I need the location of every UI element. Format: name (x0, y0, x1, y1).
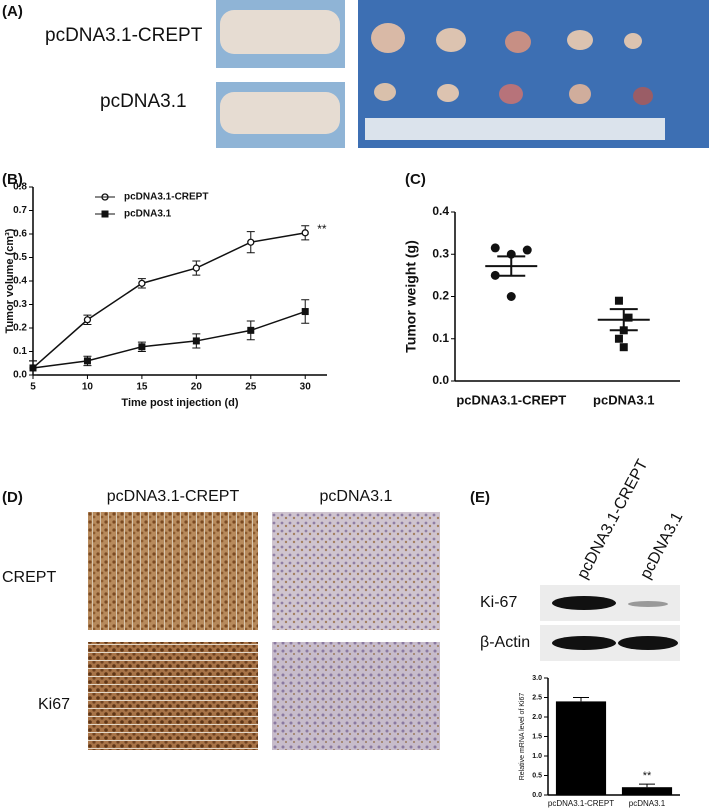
y-tick-label: 0.3 (432, 246, 449, 260)
y-tick-label: 0.6 (13, 229, 27, 240)
y-tick-label: 0.1 (13, 346, 27, 357)
x-tick-label: pcDNA3.1 (593, 392, 654, 407)
x-tick-label: pcDNA3.1 (629, 799, 666, 808)
sem-bar (609, 308, 638, 332)
x-axis-label: Time post injection (d) (121, 397, 238, 409)
legend-label: pcDNA3.1 (124, 209, 172, 220)
y-tick-label: 2.0 (532, 714, 542, 721)
line (32, 310, 306, 369)
blot-label: β-Actin (480, 634, 530, 651)
point (624, 313, 633, 322)
y-tick-label: 0.4 (432, 204, 449, 218)
y-axis-label: Tumor weight (g) (403, 240, 419, 353)
marker (138, 279, 146, 288)
y-tick-label: 0.0 (532, 792, 542, 799)
tumor-photo (358, 0, 709, 148)
point (490, 270, 500, 280)
y-tick-label: 0.2 (432, 289, 449, 303)
panel-label: (D) (2, 489, 23, 506)
y-tick-label: 0.2 (13, 323, 27, 334)
bar (555, 701, 607, 795)
x-tick-label: 15 (136, 382, 148, 393)
panel-label: (E) (470, 489, 490, 506)
point (619, 343, 628, 352)
marker (301, 308, 309, 316)
y-tick-label: 0.0 (432, 373, 449, 387)
y-axis-label: Relative mRNA level of Ki67 (519, 693, 526, 781)
x-tick-label: 25 (245, 382, 257, 393)
column-label: pcDNA3.1 (320, 488, 393, 505)
y-tick-label: 0.7 (13, 205, 27, 216)
y-tick-label: 3.0 (532, 675, 542, 682)
panel-label: (B) (2, 171, 23, 188)
annotation: ** (643, 770, 652, 782)
x-tick-label: 30 (300, 382, 312, 393)
column-label: pcDNA3.1-CREPT (107, 488, 240, 505)
panel-label: (A) (2, 3, 23, 20)
marker (83, 357, 91, 365)
marker (192, 264, 200, 272)
y-tick-label: 0.5 (13, 252, 27, 263)
marker (247, 326, 255, 334)
marker (192, 337, 200, 345)
line (32, 232, 306, 369)
x-tick-label: 10 (82, 382, 94, 393)
marker (247, 238, 255, 246)
point (506, 292, 516, 301)
lane-label: pcDNA3.1 (637, 509, 686, 581)
row-label: Ki67 (38, 696, 70, 713)
y-tick-label: 0.0 (13, 370, 27, 381)
mice-photo (216, 0, 345, 148)
row-label: CREPT (2, 569, 56, 586)
marker (138, 343, 146, 351)
point (614, 334, 623, 343)
lane-label: pcDNA3.1-CREPT (574, 457, 651, 582)
blot-label: Ki-67 (480, 594, 517, 611)
bar (621, 787, 673, 795)
point (614, 296, 623, 305)
row-label: pcDNA3.1-CREPT (45, 25, 203, 46)
y-tick-label: 0.4 (13, 276, 27, 287)
legend-label: pcDNA3.1-CREPT (124, 192, 208, 203)
marker (29, 364, 37, 372)
y-tick-label: 1.5 (532, 733, 542, 740)
annotation: ** (317, 222, 327, 236)
x-tick-label: 20 (191, 382, 203, 393)
y-tick-label: 1.0 (532, 753, 542, 760)
y-tick-label: 0.3 (13, 299, 27, 310)
y-axis-label: Tumor volume (cm³) (4, 228, 16, 333)
row-label: pcDNA3.1 (100, 91, 187, 112)
marker (301, 229, 309, 237)
error-bar (639, 783, 655, 788)
y-tick-label: 0.8 (13, 182, 27, 193)
y-tick-label: 0.5 (532, 772, 542, 779)
western-blot (540, 585, 680, 661)
y-tick-label: 2.5 (532, 694, 542, 701)
sem-bar (497, 255, 526, 277)
marker (83, 316, 92, 324)
ihc-images (88, 512, 440, 750)
x-tick-label: 5 (30, 382, 36, 393)
error-bar (573, 697, 589, 702)
point (522, 245, 532, 255)
y-tick-label: 0.1 (432, 331, 449, 345)
point (490, 243, 500, 253)
x-tick-label: pcDNA3.1-CREPT (548, 799, 614, 808)
panel-label: (C) (405, 171, 426, 188)
x-tick-label: pcDNA3.1-CREPT (456, 392, 566, 407)
